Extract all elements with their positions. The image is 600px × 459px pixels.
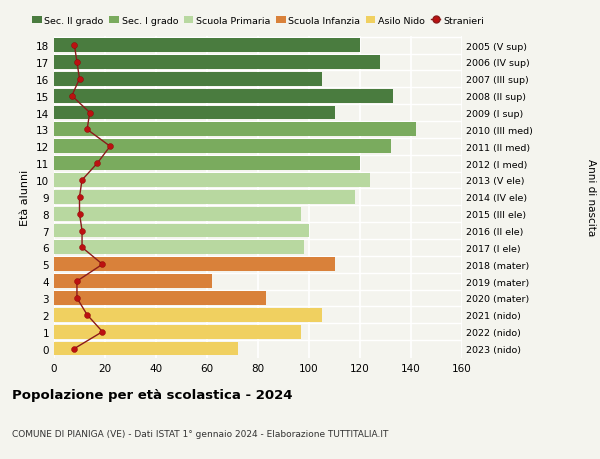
Bar (54, 123, 416, 137)
Point (77, 177, 87, 184)
Point (70, 42, 79, 50)
Point (82, 126, 92, 134)
Point (72, 278, 82, 285)
Point (75, 211, 85, 218)
Y-axis label: Età alunni: Età alunni (20, 169, 31, 225)
Bar (54, 291, 266, 305)
Point (72, 59, 82, 67)
Bar (54, 241, 304, 255)
Point (106, 143, 115, 151)
Bar (54, 56, 380, 70)
Point (72, 295, 82, 302)
Point (75, 76, 85, 83)
Bar (54, 258, 335, 272)
Bar (54, 342, 238, 356)
Bar (54, 90, 393, 103)
Bar (54, 207, 301, 221)
Point (98, 261, 107, 269)
Text: COMUNE DI PIANIGA (VE) - Dati ISTAT 1° gennaio 2024 - Elaborazione TUTTITALIA.IT: COMUNE DI PIANIGA (VE) - Dati ISTAT 1° g… (12, 429, 388, 438)
Bar (54, 106, 335, 120)
Point (77, 227, 87, 235)
Bar (54, 174, 370, 187)
Bar (54, 325, 301, 339)
Bar (54, 73, 322, 86)
Point (85, 110, 95, 117)
Bar (54, 224, 309, 238)
Legend: Sec. II grado, Sec. I grado, Scuola Primaria, Scuola Infanzia, Asilo Nido, Stran: Sec. II grado, Sec. I grado, Scuola Prim… (32, 17, 484, 26)
Bar (54, 157, 360, 171)
Point (82, 312, 92, 319)
Text: Anni di nascita: Anni di nascita (586, 159, 596, 236)
Point (67, 93, 77, 100)
Bar (54, 140, 391, 154)
Bar (54, 308, 322, 322)
Bar (54, 190, 355, 204)
Bar (54, 39, 360, 53)
Point (98, 328, 107, 336)
Text: Popolazione per età scolastica - 2024: Popolazione per età scolastica - 2024 (12, 388, 293, 401)
Point (75, 194, 85, 201)
Bar (54, 274, 212, 288)
Point (77, 244, 87, 252)
Point (92, 160, 102, 168)
Point (70, 345, 79, 353)
